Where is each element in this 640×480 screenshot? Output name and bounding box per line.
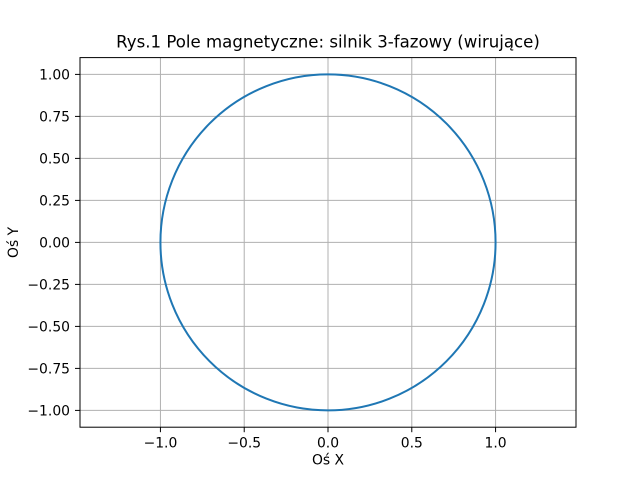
- y-axis-label: Oś Y: [6, 226, 22, 258]
- y-tick-label: −0.25: [27, 277, 70, 293]
- y-tick-label: −0.50: [27, 319, 70, 335]
- chart-title: Rys.1 Pole magnetyczne: silnik 3-fazowy …: [116, 33, 540, 52]
- x-tick-label: −0.5: [227, 436, 261, 452]
- y-tick-label: 0.25: [39, 193, 70, 209]
- y-tick-label: 0.75: [39, 109, 70, 125]
- x-tick-label: 0.5: [401, 436, 423, 452]
- x-tick-label: 1.0: [485, 436, 507, 452]
- y-tick-label: 1.00: [39, 67, 70, 83]
- plot-area: −1.0 −0.5 0.0 0.5 1.0 1.00 0.75 0.50 0.25 0.00 −0.…: [27, 57, 577, 452]
- x-tick-label: −1.0: [144, 436, 178, 452]
- y-tick-label: −0.75: [27, 361, 70, 377]
- y-tick-label: 0.50: [39, 151, 70, 167]
- x-tick-label: 0.0: [317, 436, 339, 452]
- y-tick-label: 0.00: [39, 235, 70, 251]
- x-axis-label: Oś X: [312, 453, 345, 469]
- data-series-circle: [159, 73, 497, 412]
- y-tick-label: −1.00: [27, 403, 70, 419]
